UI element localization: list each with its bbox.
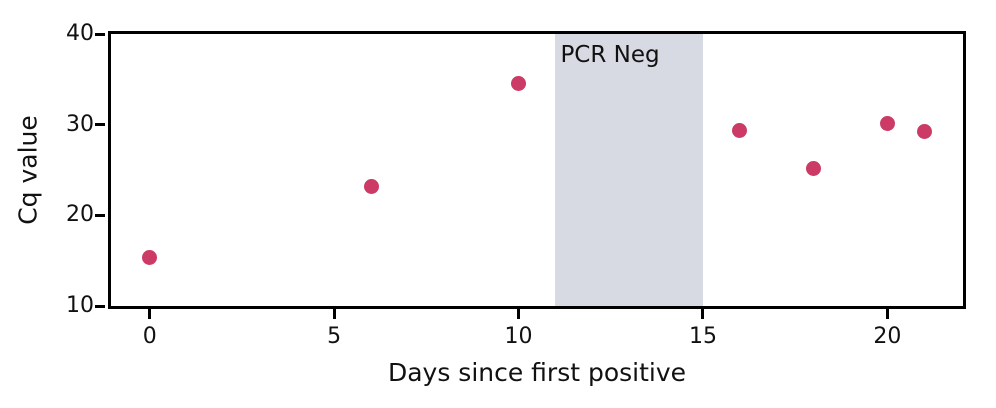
y-tick-mark bbox=[95, 123, 105, 127]
x-tick-mark bbox=[148, 309, 152, 319]
x-tick-mark bbox=[517, 309, 521, 319]
x-tick-mark bbox=[332, 309, 336, 319]
data-point bbox=[806, 160, 822, 176]
y-tick-label: 10 bbox=[66, 293, 94, 318]
x-tick-label: 15 bbox=[688, 324, 717, 349]
y-tick-mark bbox=[95, 213, 105, 217]
data-point bbox=[732, 122, 748, 138]
x-tick-label: 20 bbox=[873, 324, 902, 349]
y-tick-label: 20 bbox=[66, 202, 94, 228]
y-tick-mark bbox=[95, 32, 105, 36]
x-tick-mark bbox=[701, 309, 705, 319]
pcr-neg-band: PCR Neg bbox=[555, 34, 703, 306]
x-tick-label: 10 bbox=[504, 324, 533, 349]
x-axis-label: Days since first positive bbox=[387, 358, 687, 387]
x-tick-mark bbox=[885, 309, 889, 319]
x-tick-label: 5 bbox=[327, 324, 342, 349]
plot-area: PCR Neg bbox=[108, 31, 966, 309]
y-tick-label: 40 bbox=[66, 21, 94, 46]
data-point bbox=[363, 178, 379, 194]
y-tick-mark bbox=[95, 304, 105, 308]
data-point bbox=[879, 116, 895, 132]
data-point bbox=[916, 124, 932, 140]
data-point bbox=[142, 250, 158, 266]
y-axis-label: Cq value bbox=[12, 34, 44, 306]
pcr-neg-band-label: PCR Neg bbox=[560, 42, 660, 68]
y-tick-label: 30 bbox=[66, 111, 94, 137]
x-tick-label: 0 bbox=[142, 324, 157, 349]
data-point bbox=[511, 76, 527, 92]
